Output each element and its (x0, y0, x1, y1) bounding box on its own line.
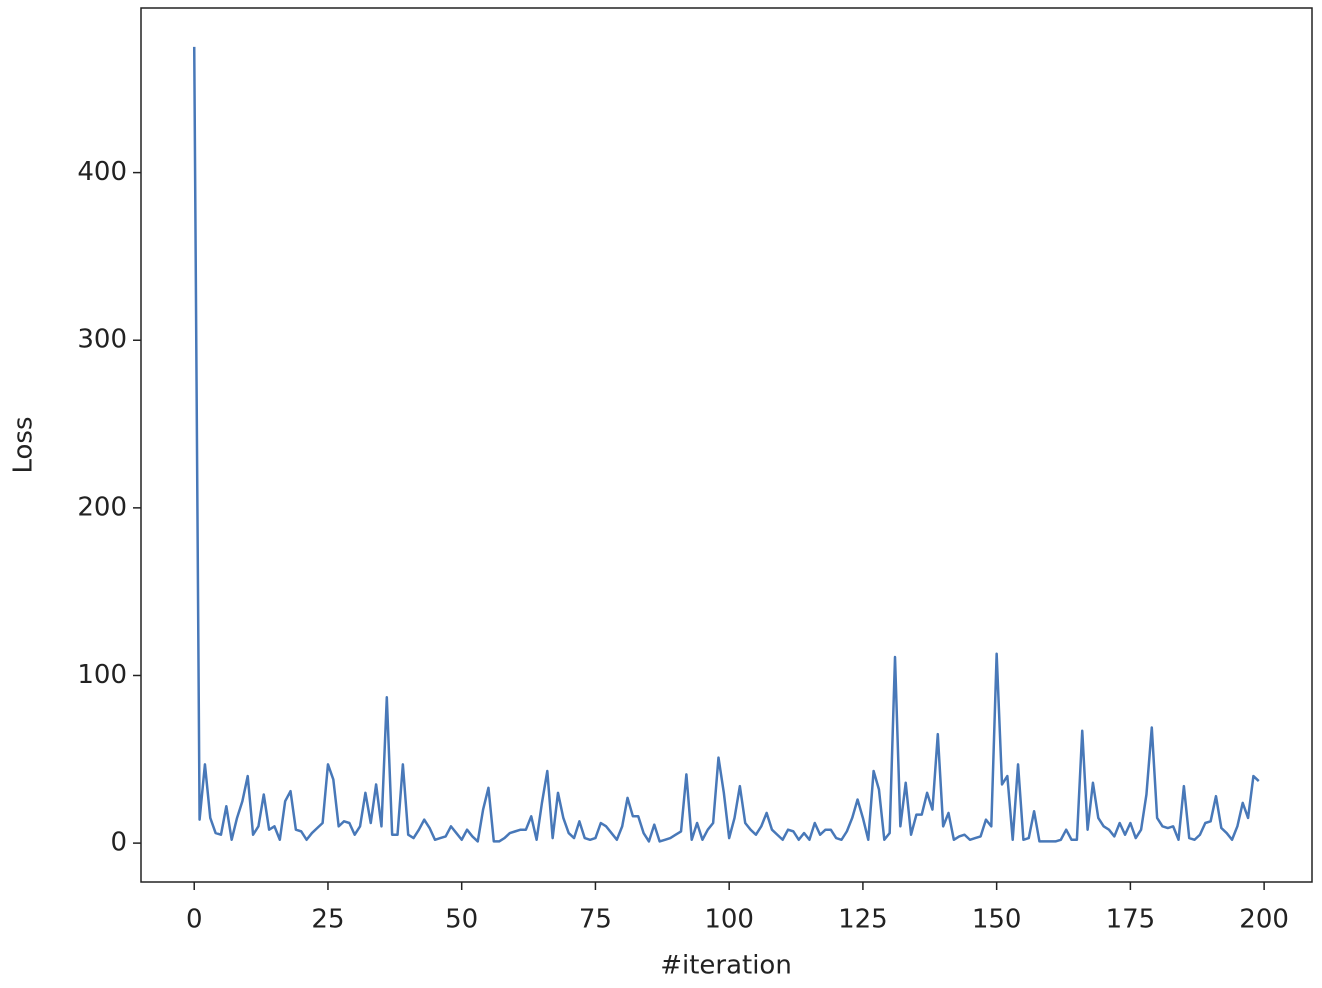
x-tick-label: 175 (1106, 905, 1156, 935)
y-tick-label: 100 (77, 660, 127, 690)
x-tick-label: 50 (445, 905, 478, 935)
x-tick-label: 150 (972, 905, 1022, 935)
x-tick-label: 75 (579, 905, 612, 935)
y-tick-label: 300 (77, 325, 127, 355)
loss-line (192, 46, 1260, 843)
x-tick-label: 200 (1239, 905, 1289, 935)
x-tick-label: 100 (704, 905, 754, 935)
y-axis-label: Loss (9, 416, 39, 473)
x-tick-label: 125 (838, 905, 888, 935)
x-tick-label: 25 (311, 905, 344, 935)
x-tick-label: 0 (186, 905, 203, 935)
plot-frame (140, 7, 1313, 883)
y-tick-label: 400 (77, 157, 127, 187)
y-tick-label: 200 (77, 492, 127, 522)
x-axis-label: #iteration (660, 951, 792, 981)
y-tick-label: 0 (110, 828, 127, 858)
